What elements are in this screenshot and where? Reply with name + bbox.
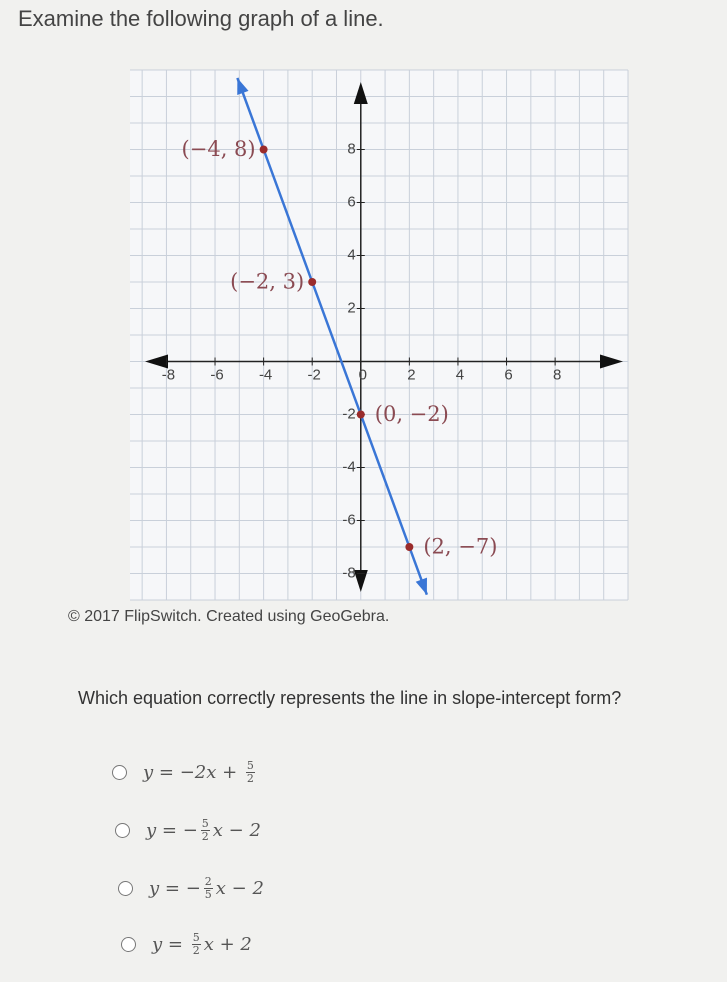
data-point: [308, 278, 317, 286]
numerator: 5: [191, 930, 201, 945]
denominator: 5: [204, 887, 212, 901]
y-tick-label: -2: [342, 405, 355, 422]
denominator: 2: [192, 943, 200, 957]
x-tick-label: 2: [407, 366, 415, 383]
line-arrow: [237, 77, 249, 96]
radio-button[interactable]: [121, 936, 136, 952]
credit: © 2017 FlipSwitch. Created using GeoGebr…: [68, 608, 390, 625]
x-tick-label: -2: [308, 366, 321, 383]
y-tick-label: 4: [347, 246, 355, 263]
denominator: 2: [201, 829, 209, 843]
x-tick-label: 6: [504, 366, 512, 383]
question: Which equation correctly represents the …: [78, 688, 622, 708]
point-label: (−4, 8): [182, 137, 256, 161]
equation-text: x + 2: [203, 933, 252, 955]
point-label: (0, −2): [375, 402, 449, 426]
data-point: [259, 145, 268, 154]
x-tick-label: -8: [162, 366, 175, 383]
axis-arrow: [353, 82, 368, 104]
data-point: [405, 543, 414, 551]
point-label: (−2, 3): [230, 270, 304, 294]
y-tick-label: -4: [342, 458, 355, 475]
numerator: 5: [245, 758, 255, 773]
x-tick-label: 0: [359, 366, 367, 383]
x-tick-label: -4: [259, 366, 272, 383]
equation-text: x − 2: [212, 819, 261, 841]
equation-text: y =: [152, 933, 189, 955]
point-label: (2, −7): [423, 535, 497, 559]
axis-arrow: [600, 354, 623, 369]
denominator: 2: [246, 771, 254, 785]
y-tick-label: 8: [347, 140, 355, 157]
radio-button[interactable]: [112, 764, 127, 780]
line-arrow: [415, 577, 427, 595]
x-tick-label: -6: [210, 366, 223, 383]
equation-text: y = −: [149, 877, 201, 899]
data-point: [356, 410, 365, 419]
data-line: [262, 149, 411, 548]
answer-option[interactable]: y = −5 2 x − 2: [115, 815, 261, 845]
axis-arrow: [353, 570, 368, 592]
x-tick-label: 4: [456, 366, 464, 383]
y-tick-label: -8: [342, 564, 355, 581]
axis-arrow: [145, 354, 168, 369]
x-tick-label: 8: [553, 366, 561, 383]
answer-option[interactable]: y = −2 5 x − 2: [118, 873, 264, 903]
numerator: 5: [200, 816, 210, 831]
numerator: 2: [203, 874, 213, 889]
equation-text: x − 2: [215, 877, 264, 899]
y-tick-label: -6: [342, 511, 355, 528]
radio-button[interactable]: [118, 880, 133, 896]
prompt: Examine the following graph of a line.: [18, 6, 384, 31]
equation-text: y = −: [146, 819, 198, 841]
equation-text: y = −2x +: [143, 761, 243, 783]
y-tick-label: 2: [347, 299, 355, 316]
radio-button[interactable]: [115, 822, 130, 838]
y-tick-label: 6: [347, 193, 355, 210]
